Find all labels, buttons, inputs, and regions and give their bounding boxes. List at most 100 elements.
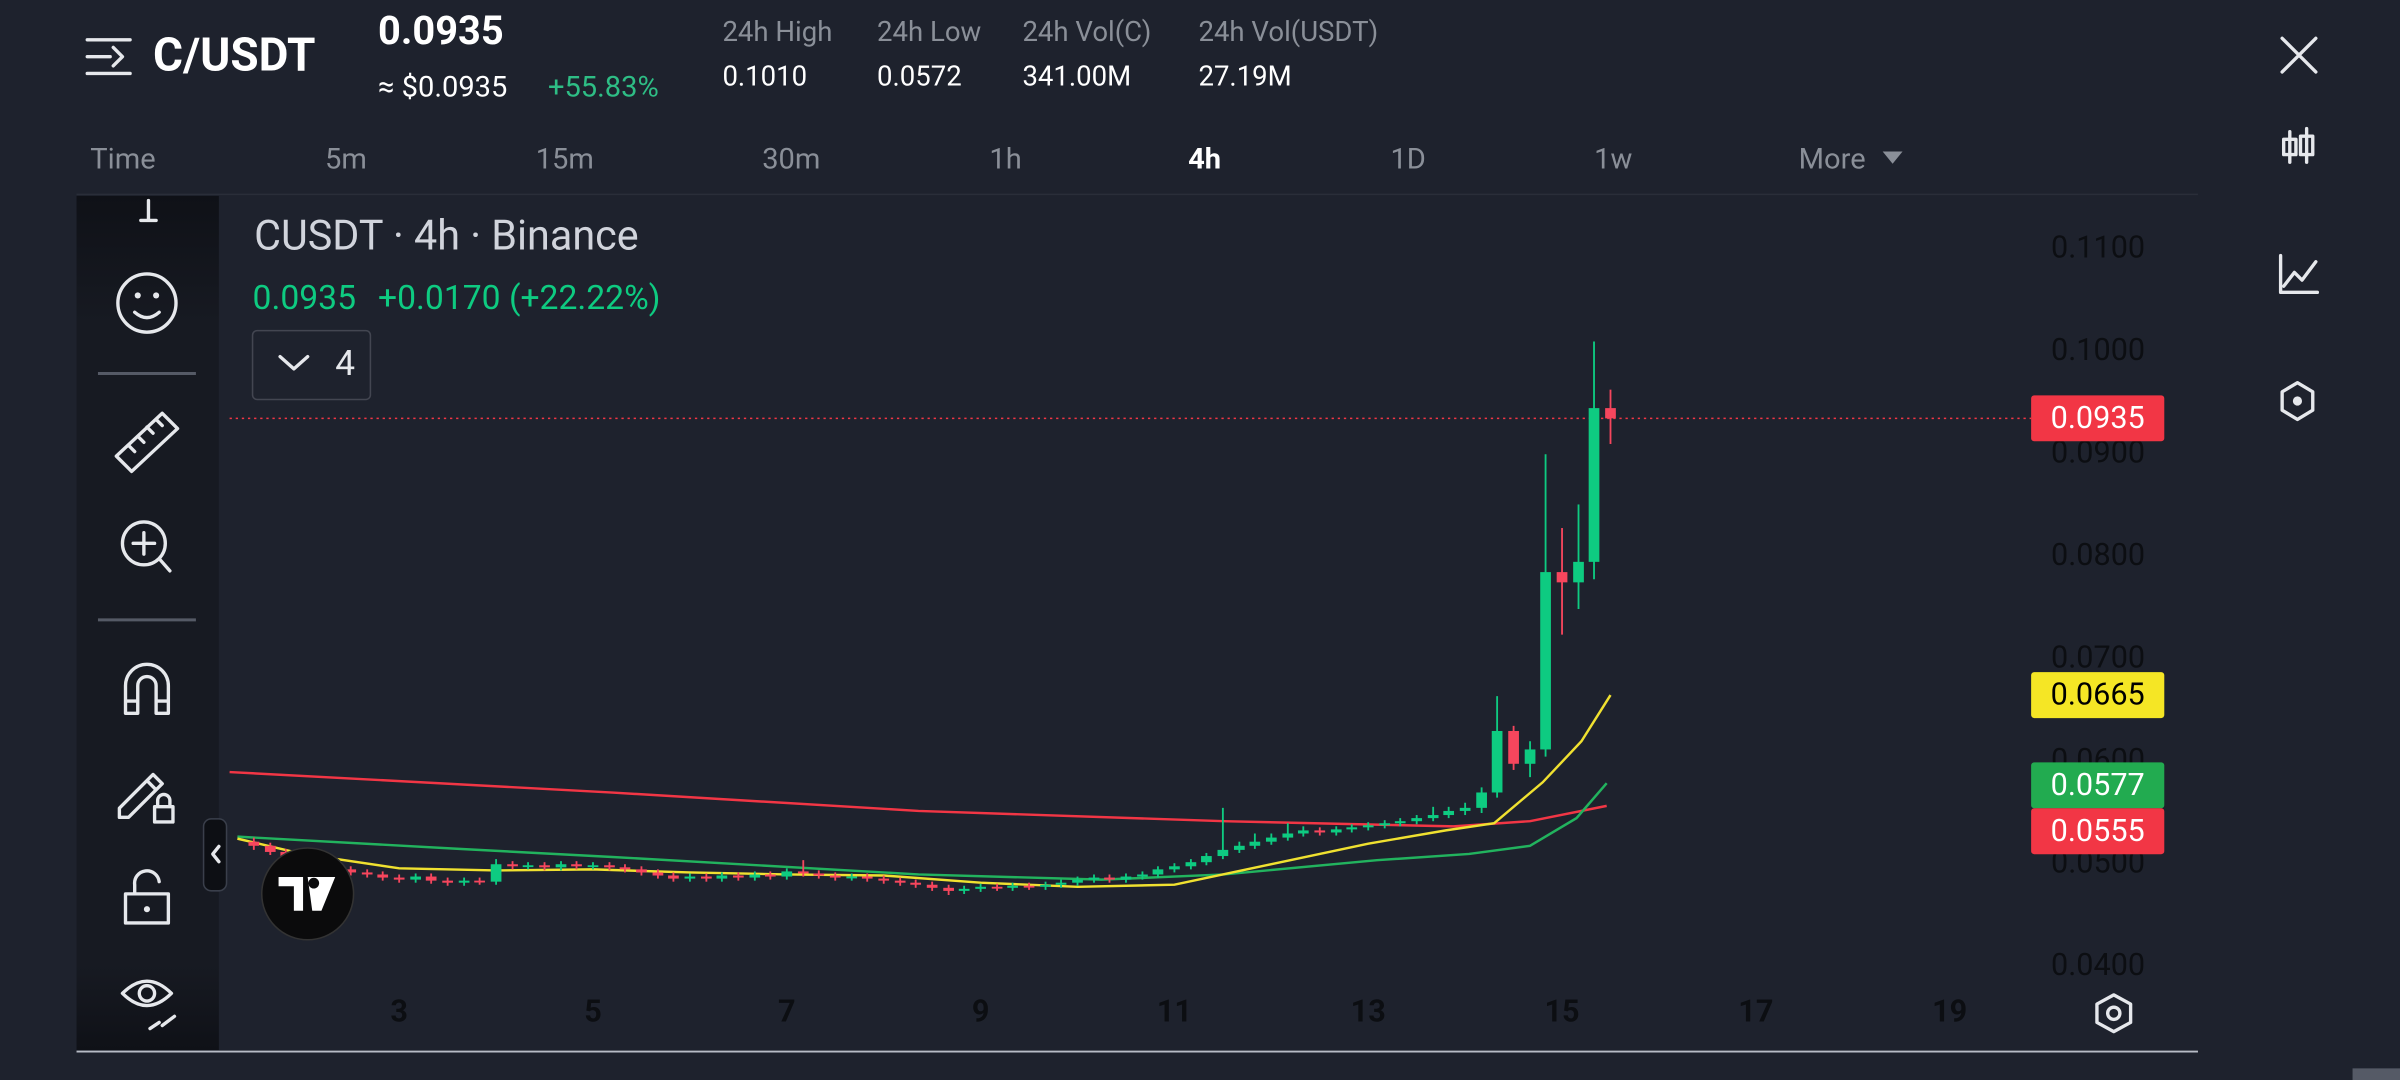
candle-body xyxy=(1055,882,1067,885)
candle-body xyxy=(1394,821,1406,824)
candle-body xyxy=(1265,837,1277,842)
tradingview-logo[interactable] xyxy=(260,847,355,941)
timeframe[interactable]: 1D xyxy=(1390,142,1425,176)
candle-body xyxy=(1314,830,1326,833)
candle-body xyxy=(1443,810,1455,816)
last-price: 0.0935 xyxy=(253,279,356,318)
candle-body xyxy=(1233,845,1245,850)
candle-body xyxy=(1201,856,1212,863)
stat-value: 0.1010 xyxy=(722,59,807,92)
timeframe[interactable]: Time xyxy=(90,142,155,176)
candle-body xyxy=(442,880,453,883)
y-tick-label: 0.0400 xyxy=(2051,948,2145,983)
candle-body xyxy=(1379,823,1391,826)
emoji-smile xyxy=(133,310,161,320)
tool-magnet[interactable] xyxy=(123,662,171,715)
nav-handle xyxy=(2352,1068,2400,1080)
candle-body xyxy=(264,845,276,852)
settings-icon[interactable] xyxy=(2280,380,2315,422)
menu-icon[interactable] xyxy=(85,38,132,76)
candle-body xyxy=(1217,849,1229,857)
stat-label: 24h Vol(USDT) xyxy=(1198,15,1378,48)
candle-body xyxy=(975,886,986,889)
candle-body xyxy=(345,869,357,873)
stat-value: 0.0572 xyxy=(877,59,962,92)
tool-eye[interactable] xyxy=(120,979,177,1031)
candle-icon[interactable] xyxy=(2281,126,2315,164)
candle-body xyxy=(604,865,615,868)
timeframe[interactable]: 1h xyxy=(989,142,1021,176)
candle-body xyxy=(652,872,664,876)
candle-body xyxy=(474,880,485,883)
y-tick-label: 0.0700 xyxy=(2051,640,2145,675)
pencil-glyph xyxy=(117,772,175,824)
timeframe[interactable]: 15m xyxy=(536,142,594,176)
timeframe[interactable]: 30m xyxy=(762,142,820,176)
candle-body xyxy=(587,865,599,868)
close-button[interactable] xyxy=(2280,36,2318,74)
price-tag xyxy=(2031,808,2165,855)
toggle-box xyxy=(251,329,372,401)
candle-glyph xyxy=(2281,126,2315,164)
x-tick-label: 13 xyxy=(1351,994,1386,1029)
candle-body xyxy=(732,875,744,878)
gear-hole xyxy=(2105,1005,2122,1022)
tool-cursor[interactable] xyxy=(139,198,158,223)
candle-body xyxy=(1120,876,1132,880)
timeframe[interactable]: 4h xyxy=(1188,142,1221,176)
emoji-face xyxy=(116,272,178,334)
candle-body xyxy=(813,873,825,876)
tool-ruler[interactable] xyxy=(114,411,180,474)
chart-title: CUSDT · 4h · Binance xyxy=(254,213,639,261)
logo-circle xyxy=(260,847,355,941)
price: 0.0935 xyxy=(378,7,504,54)
y-tick-label: 0.0800 xyxy=(2051,538,2145,573)
candle-body xyxy=(1104,877,1115,880)
hex-dot xyxy=(2292,396,2303,406)
lock-dot xyxy=(143,906,150,913)
candle-body xyxy=(571,864,582,867)
candle-body xyxy=(1362,825,1374,828)
ruler-glyph xyxy=(114,411,180,474)
candle-body xyxy=(1072,879,1083,883)
x-tick-label: 19 xyxy=(1932,994,1967,1029)
tool-lock[interactable] xyxy=(123,869,171,925)
candle-body xyxy=(943,887,954,891)
candle-body xyxy=(749,874,761,878)
indicator-toggle[interactable]: 4 xyxy=(251,329,372,401)
candle-body xyxy=(781,871,793,877)
indicator-icon[interactable] xyxy=(2278,253,2320,295)
tool-zoom[interactable] xyxy=(120,520,172,573)
dropdown-arrow xyxy=(1882,151,1903,164)
pair[interactable]: C/USDT xyxy=(153,28,315,82)
tool-emoji[interactable] xyxy=(116,272,178,334)
candle-body xyxy=(668,875,679,879)
timeframe[interactable]: 5m xyxy=(325,142,367,176)
menu-glyph xyxy=(85,38,132,76)
eye-sub xyxy=(148,1014,177,1031)
candle-body xyxy=(958,888,970,891)
stat-value: 27.19M xyxy=(1198,59,1291,92)
candle-body xyxy=(555,864,567,868)
moving-average xyxy=(229,770,1607,828)
candle-body xyxy=(1346,827,1358,830)
candle-body xyxy=(361,872,373,875)
x-tick-label: 5 xyxy=(584,994,602,1029)
candle-body xyxy=(1605,408,1616,419)
candle-body xyxy=(1524,749,1536,764)
chart: 0.04000.05000.06000.07000.08000.09000.10… xyxy=(229,230,2165,1029)
candle-body xyxy=(490,864,502,882)
candle-body xyxy=(1427,815,1439,819)
candle-body xyxy=(684,876,696,879)
candle-body xyxy=(1540,572,1551,750)
stat-label: 24h High xyxy=(722,15,832,48)
tool-lock-draw[interactable] xyxy=(117,772,175,824)
timeframe[interactable]: More xyxy=(1799,142,1866,176)
candle-body xyxy=(1508,730,1519,764)
timeframe[interactable]: 1w xyxy=(1594,142,1632,176)
axis-settings[interactable] xyxy=(2095,993,2133,1034)
collapse-tab[interactable] xyxy=(202,818,228,892)
x-tick-label: 9 xyxy=(972,994,990,1029)
